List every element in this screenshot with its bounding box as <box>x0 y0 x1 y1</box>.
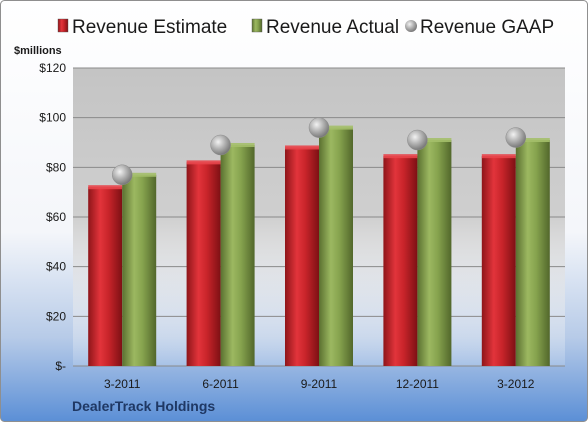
bar-revenue-actual <box>220 144 255 366</box>
bar-revenue-actual <box>122 174 157 366</box>
bars <box>88 125 550 366</box>
bar-revenue-actual <box>417 140 452 366</box>
legend: Revenue Estimate Revenue Actual Revenue GA… <box>57 17 554 38</box>
bar-revenue-actual <box>515 140 550 366</box>
bar-top-cap <box>186 160 221 165</box>
bar-top-cap <box>88 185 123 190</box>
gaap-marker <box>308 117 330 138</box>
x-axis-ticks: 3-2011 6-2011 9-2011 12-2011 3-2012 <box>104 377 535 391</box>
gaap-marker <box>111 164 133 186</box>
bar-revenue-estimate <box>88 187 123 366</box>
x-tick-label: 3-2012 <box>497 377 535 391</box>
gaap-markers <box>111 117 527 186</box>
bar-revenue-actual <box>319 127 353 366</box>
x-tick-label: 12-2011 <box>396 377 439 391</box>
bar-top-cap <box>417 138 452 143</box>
y-tick-label: $40 <box>46 260 66 274</box>
legend-swatch <box>405 20 417 32</box>
x-tick-label: 6-2011 <box>202 377 239 391</box>
y-axis-ticks: $- $20 $40 $60 $80 $100 $120 <box>39 61 66 373</box>
gaap-marker <box>505 127 527 148</box>
y-axis-unit-label: $millions <box>14 45 62 57</box>
y-tick-label: $100 <box>39 111 66 125</box>
y-tick-label: $- <box>55 359 66 373</box>
legend-swatch <box>251 18 263 33</box>
y-tick-label: $60 <box>46 210 66 224</box>
bar-top-cap <box>481 154 516 159</box>
bar-revenue-estimate <box>186 162 221 366</box>
y-tick-label: $80 <box>46 160 66 174</box>
bar-top-cap <box>515 138 550 143</box>
bar-revenue-estimate <box>383 156 418 366</box>
legend-label: Revenue Estimate <box>72 17 227 38</box>
gaap-marker <box>407 129 428 151</box>
bar-revenue-estimate <box>285 147 319 366</box>
bar-top-cap <box>220 142 255 147</box>
bar-revenue-estimate <box>481 156 516 366</box>
y-tick-label: $120 <box>39 61 66 75</box>
y-tick-label: $20 <box>46 309 66 323</box>
x-tick-label: 9-2011 <box>301 377 338 391</box>
bar-top-cap <box>285 145 319 150</box>
bar-top-cap <box>319 125 353 130</box>
gaap-marker <box>210 134 231 156</box>
legend-label: Revenue Actual <box>266 17 399 38</box>
legend-label: Revenue GAAP <box>420 17 554 38</box>
x-tick-label: 3-2011 <box>104 377 141 391</box>
bar-top-cap <box>122 172 157 177</box>
bar-top-cap <box>383 154 418 159</box>
company-name: DealerTrack Holdings <box>72 398 215 414</box>
legend-swatch <box>57 18 69 33</box>
